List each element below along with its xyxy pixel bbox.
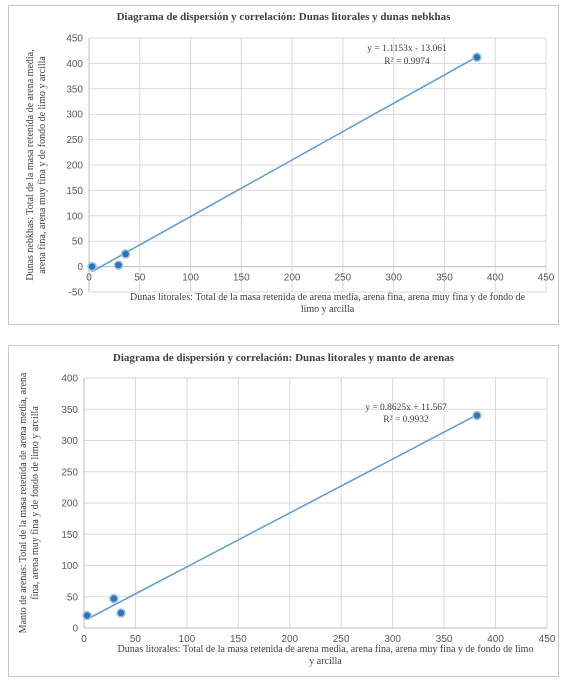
y-axis-label: fina, arena muy fina y de fondo de limo … <box>30 406 41 600</box>
y-tick-label: 50 <box>67 592 79 603</box>
r-squared-label: R² = 0.9974 <box>384 57 430 67</box>
x-tick-label: 50 <box>134 273 146 284</box>
trendline-equation: y = 1.1153x - 13.061 <box>367 44 447 54</box>
data-point <box>110 595 118 603</box>
chart-title: Diagrama de dispersión y correlación: Du… <box>117 11 452 23</box>
y-tick-label: 350 <box>61 405 78 416</box>
x-tick-label: 300 <box>385 273 402 284</box>
data-point <box>114 261 122 269</box>
y-tick-label: 300 <box>66 110 83 121</box>
data-point <box>83 612 91 620</box>
x-tick-label: 200 <box>284 273 301 284</box>
y-tick-label: 0 <box>72 624 78 635</box>
scatter-chart-manto: 0 50 100 150 200 250 300 350 400 0 50 100 150 200 250 3… <box>8 345 559 677</box>
x-tick-label: 450 <box>538 273 555 284</box>
chart-title: Diagrama de dispersión y correlación: Du… <box>113 352 455 364</box>
y-tick-label: 300 <box>61 436 78 447</box>
trendline <box>87 415 477 619</box>
y-tick-label: 200 <box>66 161 83 172</box>
x-axis-label: limo y arcilla <box>301 304 355 315</box>
data-point <box>117 609 125 617</box>
y-axis-label: arena fina, arena muy fina y de fondo de… <box>37 56 48 274</box>
x-tick-label: 0 <box>81 634 87 645</box>
x-tick-label: 0 <box>86 273 92 284</box>
y-tick-label: 200 <box>61 499 78 510</box>
x-tick-label: 450 <box>539 634 556 645</box>
y-tick-label: 50 <box>72 237 84 248</box>
data-point <box>473 412 481 420</box>
x-axis-label: Dunas litorales: Total de la masa reteni… <box>130 292 526 303</box>
y-tick-label: 450 <box>66 34 83 45</box>
x-tick-label: 250 <box>335 273 352 284</box>
x-tick-label: 400 <box>487 273 504 284</box>
y-tick-label: 400 <box>66 59 83 70</box>
y-tick-label: 350 <box>66 84 83 95</box>
y-tick-label: 400 <box>61 374 78 385</box>
y-tick-label: -50 <box>69 288 84 299</box>
data-point <box>88 263 96 271</box>
data-point <box>473 53 481 61</box>
x-axis-label: y arcilla <box>309 656 342 667</box>
y-tick-label: 250 <box>66 135 83 146</box>
y-tick-label: 150 <box>61 530 78 541</box>
x-tick-label: 150 <box>233 273 250 284</box>
trendline-equation: y = 0.8625x + 11.567 <box>365 403 447 413</box>
y-axis-label: Dunas nebkhas: Total de la masa retenida… <box>25 49 36 280</box>
x-tick-label: 350 <box>436 273 453 284</box>
y-axis-label: Manto de arenas: Total de la masa reteni… <box>18 372 29 633</box>
y-tick-label: 250 <box>61 467 78 478</box>
y-tick-label: 100 <box>66 211 83 222</box>
x-axis-label: Dunas litorales: Total de la masa reteni… <box>118 644 534 655</box>
y-tick-label: 0 <box>77 262 83 273</box>
x-tick-label: 100 <box>182 273 199 284</box>
scatter-chart-nebkhas: -50 0 50 100 150 200 250 300 350 400 450 0 50 100 150 2… <box>8 5 559 325</box>
r-squared-label: R² = 0.9932 <box>383 415 429 425</box>
y-tick-label: 100 <box>61 561 78 572</box>
y-tick-label: 150 <box>66 186 83 197</box>
data-point <box>122 250 130 258</box>
